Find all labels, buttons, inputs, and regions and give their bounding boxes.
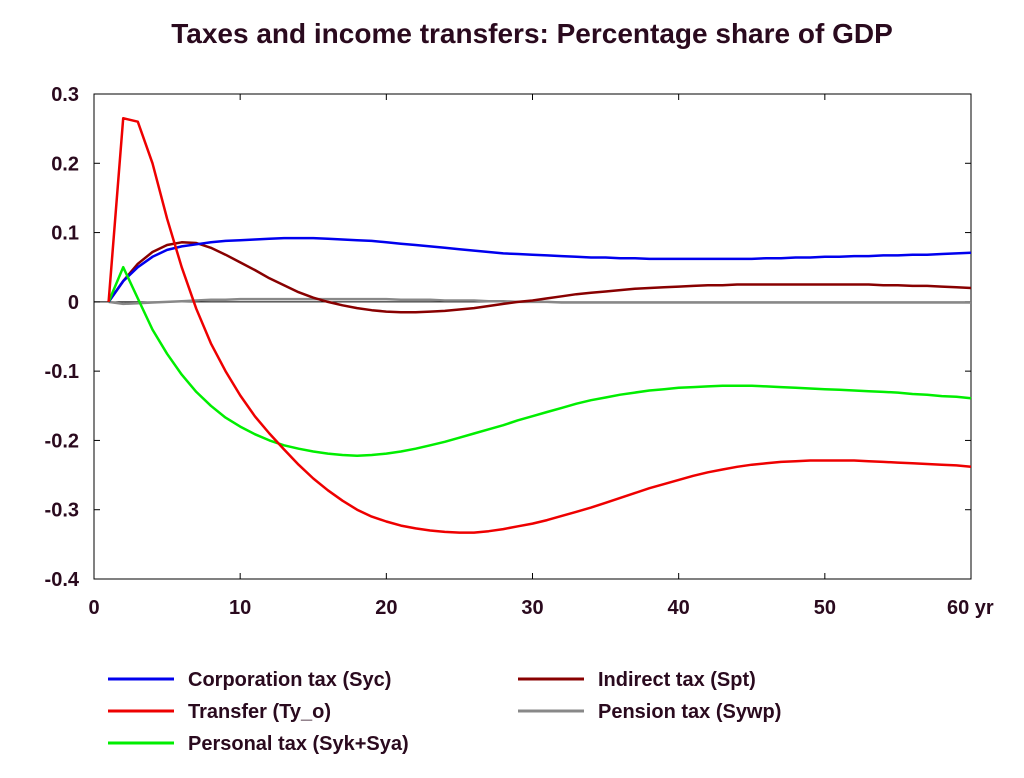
legend-label: Transfer (Ty_o) (188, 701, 331, 723)
y-tick-label: -0.3 (45, 500, 79, 522)
y-tick-label: -0.1 (45, 361, 79, 383)
series-line-corporation-tax-syc (107, 236, 972, 303)
legend-label: Personal tax (Syk+Sya) (188, 733, 409, 755)
plot-frame (93, 93, 972, 580)
y-tick-label: 0.3 (51, 84, 79, 106)
legend-label: Corporation tax (Syc) (188, 669, 391, 691)
y-tick-label: 0.1 (51, 223, 79, 245)
y-tick-label: 0 (68, 292, 79, 314)
x-tick-label: 10 (229, 597, 251, 619)
x-tick-label: 50 (814, 597, 836, 619)
series-line-transfer-ty-o (107, 116, 972, 534)
y-tick-label: -0.2 (45, 430, 79, 452)
series-line-indirect-tax-spt (107, 241, 972, 314)
legend-label: Indirect tax (Spt) (598, 669, 756, 691)
x-tick-label: 0 (88, 597, 99, 619)
axes: 0.3 0.2 0.1 0 -0.1 -0.2 -0.3 -0.4 0 10 20 30 40 50 60 … (45, 84, 994, 619)
y-tick-label: -0.4 (45, 569, 80, 591)
x-tick-label: 30 (521, 597, 543, 619)
y-tick-label: 0.2 (51, 153, 79, 175)
series-line-personal-tax-syk-sya (107, 265, 972, 457)
x-tick-label: 40 (668, 597, 690, 619)
chart-title: Taxes and income transfers: Percentage s… (171, 18, 893, 49)
x-tick-label: 20 (375, 597, 397, 619)
series-line-pension-tax-sywp (108, 297, 971, 306)
legend: Corporation tax (Syc) Indirect tax (Spt) T… (108, 669, 781, 755)
series-group (107, 116, 972, 534)
x-tick-label: 60 yr (947, 597, 994, 619)
legend-label: Pension tax (Sywp) (598, 701, 781, 723)
